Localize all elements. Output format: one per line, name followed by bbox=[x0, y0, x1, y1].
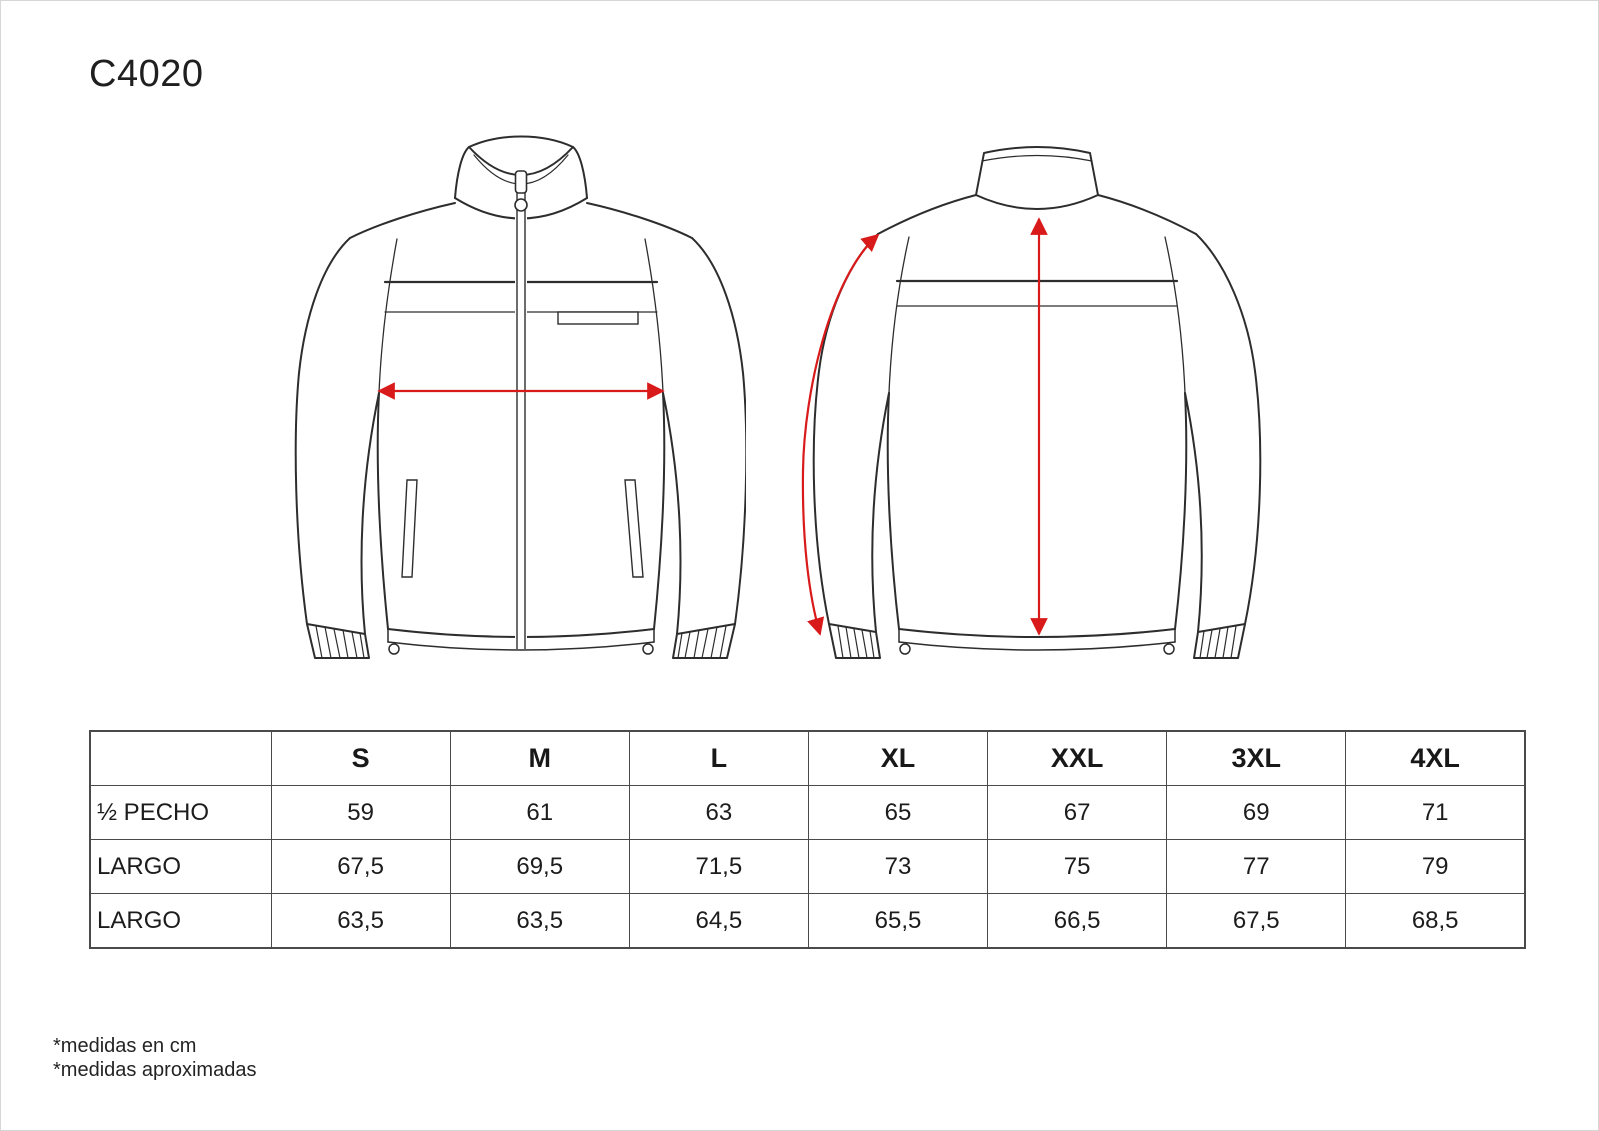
size-value-cell: 71,5 bbox=[628, 839, 809, 894]
size-value-cell: 65,5 bbox=[807, 893, 989, 949]
size-value-cell: 67,5 bbox=[1166, 893, 1347, 949]
size-column-header-m: M bbox=[449, 730, 630, 786]
footnote-units: *medidas en cm bbox=[53, 1035, 197, 1057]
size-value-cell: 63,5 bbox=[270, 893, 451, 949]
table-row-length-sleeve: LARGO 63,5 63,5 64,5 65,5 66,5 67,5 68,5 bbox=[89, 893, 1526, 949]
row-label: ½ PECHO bbox=[89, 785, 272, 840]
size-value-cell: 79 bbox=[1345, 839, 1526, 894]
row-label: LARGO bbox=[89, 839, 272, 894]
size-column-header-xxl: XXL bbox=[987, 730, 1168, 786]
product-code: C4020 bbox=[89, 53, 204, 95]
chest-pocket bbox=[557, 311, 639, 325]
size-value-cell: 59 bbox=[270, 785, 451, 840]
size-value-cell: 69,5 bbox=[449, 839, 630, 894]
size-value-cell: 67,5 bbox=[270, 839, 451, 894]
row-label: LARGO bbox=[89, 893, 272, 949]
size-value-cell: 63 bbox=[628, 785, 809, 840]
size-value-cell: 63,5 bbox=[449, 893, 630, 949]
footnote-approx: *medidas aproximadas bbox=[53, 1059, 257, 1081]
front-outline bbox=[294, 135, 746, 659]
left-hand-pocket bbox=[401, 479, 418, 578]
size-column-header-l: L bbox=[628, 730, 809, 786]
size-column-header-s: S bbox=[270, 730, 451, 786]
size-value-cell: 71 bbox=[1345, 785, 1526, 840]
size-value-cell: 65 bbox=[807, 785, 989, 840]
size-value-cell: 66,5 bbox=[987, 893, 1168, 949]
size-column-header-3xl: 3XL bbox=[1166, 730, 1347, 786]
size-table: S M L XL XXL 3XL 4XL ½ PECHO 59 61 63 65… bbox=[89, 730, 1526, 949]
size-value-cell: 67 bbox=[987, 785, 1168, 840]
table-row-length-back: LARGO 67,5 69,5 71,5 73 75 77 79 bbox=[89, 839, 1526, 894]
footnotes: *medidas en cm *medidas aproximadas bbox=[53, 1034, 256, 1082]
front-details bbox=[315, 238, 727, 659]
size-column-header-xl: XL bbox=[807, 730, 989, 786]
front-zipper bbox=[514, 170, 528, 649]
size-table-corner-cell bbox=[89, 730, 272, 786]
jacket-back-drawing bbox=[801, 146, 1262, 659]
size-value-cell: 64,5 bbox=[628, 893, 809, 949]
size-column-header-4xl: 4XL bbox=[1345, 730, 1526, 786]
size-value-cell: 61 bbox=[449, 785, 630, 840]
size-value-cell: 68,5 bbox=[1345, 893, 1526, 949]
right-hand-pocket bbox=[624, 479, 644, 578]
size-value-cell: 69 bbox=[1166, 785, 1347, 840]
jacket-front-drawing bbox=[294, 135, 746, 659]
size-value-cell: 77 bbox=[1166, 839, 1347, 894]
size-value-cell: 75 bbox=[987, 839, 1168, 894]
table-row-half-chest: ½ PECHO 59 61 63 65 67 69 71 bbox=[89, 785, 1526, 840]
size-value-cell: 73 bbox=[807, 839, 989, 894]
sleeve-length-arrow bbox=[801, 233, 880, 636]
back-details bbox=[837, 236, 1237, 659]
size-table-header-row: S M L XL XXL 3XL 4XL bbox=[89, 730, 1526, 786]
back-outline bbox=[812, 146, 1262, 659]
